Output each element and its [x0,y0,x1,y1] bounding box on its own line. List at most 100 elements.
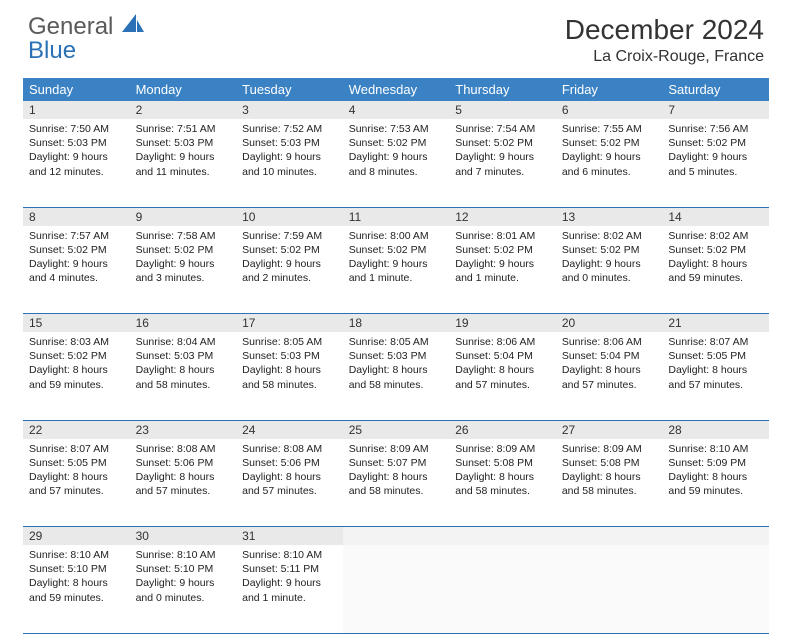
day-number-cell: 1 [23,101,130,119]
day-cell: Sunrise: 8:02 AMSunset: 5:02 PMDaylight:… [662,226,769,314]
title-block: December 2024 La Croix-Rouge, France [565,14,764,66]
sunrise-text: Sunrise: 8:03 AM [29,335,124,349]
day-number-cell: 16 [130,314,237,333]
day-cell: Sunrise: 7:53 AMSunset: 5:02 PMDaylight:… [343,119,450,207]
day-number-cell: 5 [449,101,556,119]
day-cell: Sunrise: 7:54 AMSunset: 5:02 PMDaylight:… [449,119,556,207]
sunset-text: Sunset: 5:03 PM [242,349,337,363]
day-cell: Sunrise: 8:00 AMSunset: 5:02 PMDaylight:… [343,226,450,314]
day-number-cell: 29 [23,527,130,546]
sunset-text: Sunset: 5:08 PM [455,456,550,470]
day-number-cell: 23 [130,420,237,439]
daylight2-text: and 58 minutes. [136,378,231,392]
sunset-text: Sunset: 5:10 PM [29,562,124,576]
weekday-header: Saturday [662,78,769,101]
daylight2-text: and 59 minutes. [29,591,124,605]
daylight2-text: and 57 minutes. [29,484,124,498]
day-number-cell: 21 [662,314,769,333]
day-number-cell: 6 [556,101,663,119]
day-cell: Sunrise: 8:02 AMSunset: 5:02 PMDaylight:… [556,226,663,314]
daylight1-text: Daylight: 9 hours [455,150,550,164]
daylight1-text: Daylight: 9 hours [242,576,337,590]
sunset-text: Sunset: 5:03 PM [136,136,231,150]
sunset-text: Sunset: 5:02 PM [29,349,124,363]
daylight1-text: Daylight: 8 hours [349,470,444,484]
sunrise-text: Sunrise: 7:55 AM [562,122,657,136]
daylight1-text: Daylight: 9 hours [562,257,657,271]
brand-blue: Blue [28,37,76,64]
day-cell: Sunrise: 8:01 AMSunset: 5:02 PMDaylight:… [449,226,556,314]
brand-logo: General Blue [28,14,144,63]
sunset-text: Sunset: 5:02 PM [562,243,657,257]
day-cell: Sunrise: 8:10 AMSunset: 5:11 PMDaylight:… [236,545,343,633]
daylight1-text: Daylight: 9 hours [242,257,337,271]
day-cell: Sunrise: 8:04 AMSunset: 5:03 PMDaylight:… [130,332,237,420]
day-number-cell: 18 [343,314,450,333]
weekday-header: Friday [556,78,663,101]
brand-general: General [28,13,113,40]
daylight2-text: and 4 minutes. [29,271,124,285]
daynum-row: 891011121314 [23,207,769,226]
daylight2-text: and 58 minutes. [242,378,337,392]
sunset-text: Sunset: 5:03 PM [136,349,231,363]
sunset-text: Sunset: 5:08 PM [562,456,657,470]
day-cell: Sunrise: 8:10 AMSunset: 5:10 PMDaylight:… [23,545,130,633]
day-cell [556,545,663,633]
daynum-row: 15161718192021 [23,314,769,333]
day-number-cell: 17 [236,314,343,333]
day-number-cell: 19 [449,314,556,333]
daylight2-text: and 57 minutes. [562,378,657,392]
day-number-cell: 27 [556,420,663,439]
sunset-text: Sunset: 5:05 PM [29,456,124,470]
day-cell: Sunrise: 7:51 AMSunset: 5:03 PMDaylight:… [130,119,237,207]
weekday-header-row: Sunday Monday Tuesday Wednesday Thursday… [23,78,769,101]
location-label: La Croix-Rouge, France [565,48,764,66]
sunset-text: Sunset: 5:06 PM [242,456,337,470]
day-cell: Sunrise: 7:57 AMSunset: 5:02 PMDaylight:… [23,226,130,314]
day-number-cell [662,527,769,546]
day-number-cell: 14 [662,207,769,226]
daylight1-text: Daylight: 8 hours [562,363,657,377]
day-number-cell: 4 [343,101,450,119]
day-cell: Sunrise: 7:52 AMSunset: 5:03 PMDaylight:… [236,119,343,207]
day-number-cell: 28 [662,420,769,439]
sunrise-text: Sunrise: 8:07 AM [668,335,763,349]
daylight1-text: Daylight: 9 hours [29,150,124,164]
sunset-text: Sunset: 5:04 PM [562,349,657,363]
daylight1-text: Daylight: 8 hours [668,257,763,271]
day-number-cell: 11 [343,207,450,226]
daylight1-text: Daylight: 8 hours [668,470,763,484]
day-cell [449,545,556,633]
sunset-text: Sunset: 5:02 PM [349,243,444,257]
sunset-text: Sunset: 5:07 PM [349,456,444,470]
daylight2-text: and 1 minute. [349,271,444,285]
week-row: Sunrise: 7:57 AMSunset: 5:02 PMDaylight:… [23,226,769,314]
day-cell: Sunrise: 8:08 AMSunset: 5:06 PMDaylight:… [130,439,237,527]
daylight1-text: Daylight: 8 hours [668,363,763,377]
daylight1-text: Daylight: 8 hours [455,470,550,484]
daylight2-text: and 12 minutes. [29,165,124,179]
sunrise-text: Sunrise: 7:52 AM [242,122,337,136]
month-title: December 2024 [565,14,764,46]
daylight2-text: and 2 minutes. [242,271,337,285]
day-cell: Sunrise: 7:50 AMSunset: 5:03 PMDaylight:… [23,119,130,207]
weekday-header: Sunday [23,78,130,101]
day-number-cell: 22 [23,420,130,439]
day-cell: Sunrise: 8:10 AMSunset: 5:09 PMDaylight:… [662,439,769,527]
day-number-cell: 26 [449,420,556,439]
day-number-cell: 30 [130,527,237,546]
daylight2-text: and 58 minutes. [349,378,444,392]
daylight1-text: Daylight: 8 hours [29,576,124,590]
sunrise-text: Sunrise: 8:00 AM [349,229,444,243]
daylight1-text: Daylight: 8 hours [242,363,337,377]
daylight1-text: Daylight: 9 hours [349,257,444,271]
daylight1-text: Daylight: 8 hours [136,470,231,484]
daylight1-text: Daylight: 9 hours [136,257,231,271]
day-cell: Sunrise: 8:03 AMSunset: 5:02 PMDaylight:… [23,332,130,420]
sunset-text: Sunset: 5:02 PM [242,243,337,257]
daylight1-text: Daylight: 8 hours [242,470,337,484]
daylight1-text: Daylight: 9 hours [136,576,231,590]
day-cell: Sunrise: 8:10 AMSunset: 5:10 PMDaylight:… [130,545,237,633]
daylight2-text: and 58 minutes. [562,484,657,498]
sunrise-text: Sunrise: 8:02 AM [562,229,657,243]
